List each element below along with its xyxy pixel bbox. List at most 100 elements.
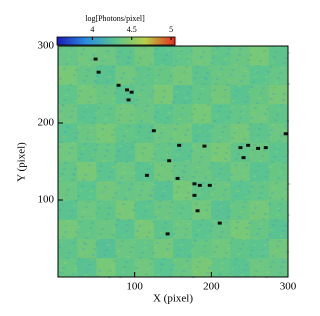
colorbar-segment xyxy=(125,37,129,45)
texture xyxy=(276,214,279,216)
texture xyxy=(67,58,70,60)
texture xyxy=(167,211,170,213)
heatmap-cell xyxy=(211,238,231,259)
texture xyxy=(136,199,139,201)
texture xyxy=(152,121,155,123)
texture xyxy=(233,163,236,165)
texture xyxy=(93,117,96,119)
texture xyxy=(212,257,215,259)
texture xyxy=(251,49,254,51)
texture xyxy=(175,91,178,93)
heatmap-cell xyxy=(173,200,193,220)
texture xyxy=(130,83,133,85)
colorbar-segment xyxy=(100,37,103,45)
texture xyxy=(232,69,235,71)
texture xyxy=(99,102,102,104)
colorbar-segment xyxy=(102,37,105,45)
masked-pixel xyxy=(263,146,268,150)
colorbar-segment xyxy=(121,37,125,45)
texture xyxy=(143,178,146,180)
texture xyxy=(111,265,114,267)
texture xyxy=(181,207,184,209)
heatmap-cell xyxy=(192,142,212,162)
texture xyxy=(153,153,156,155)
texture xyxy=(92,254,95,256)
texture xyxy=(167,80,170,82)
colorbar-segment xyxy=(112,37,115,45)
texture xyxy=(149,194,152,196)
heatmap-cell xyxy=(268,161,289,182)
texture xyxy=(174,259,177,261)
texture xyxy=(209,99,212,101)
texture xyxy=(170,269,173,271)
texture xyxy=(266,239,269,241)
texture xyxy=(183,71,186,73)
texture xyxy=(130,183,133,185)
colorbar-segment xyxy=(171,37,174,45)
texture xyxy=(116,218,119,220)
texture xyxy=(164,253,167,255)
colorbar-segment xyxy=(123,37,127,45)
texture xyxy=(284,125,287,127)
colorbar-segment xyxy=(143,37,146,45)
texture xyxy=(142,215,145,217)
masked-pixel xyxy=(151,129,156,133)
heatmap-cell xyxy=(115,238,136,259)
texture xyxy=(218,204,221,206)
texture xyxy=(108,76,111,78)
heatmap-cell xyxy=(96,219,116,239)
colorbar-segment xyxy=(161,37,164,45)
texture xyxy=(280,235,283,237)
heatmap-cell xyxy=(153,46,174,66)
texture xyxy=(250,186,253,188)
texture xyxy=(172,102,175,104)
texture xyxy=(73,205,76,207)
texture xyxy=(224,158,227,160)
masked-pixel xyxy=(116,83,121,87)
texture xyxy=(93,86,96,88)
texture xyxy=(161,164,164,166)
masked-pixel xyxy=(283,132,288,136)
texture xyxy=(228,179,231,181)
texture xyxy=(274,219,277,221)
texture xyxy=(169,175,172,177)
texture xyxy=(267,71,270,73)
heatmap-cell xyxy=(230,46,251,66)
texture xyxy=(153,184,156,186)
heatmap-cell xyxy=(115,142,136,162)
heatmap-cell xyxy=(96,257,116,278)
texture xyxy=(97,107,100,109)
texture xyxy=(215,115,218,117)
colorbar-segment xyxy=(94,37,97,45)
texture xyxy=(188,255,191,257)
texture xyxy=(117,219,120,221)
texture xyxy=(201,88,204,90)
heatmap-cell xyxy=(77,46,97,66)
texture xyxy=(138,125,141,127)
texture xyxy=(84,243,87,245)
heatmap-cell xyxy=(115,46,136,66)
texture xyxy=(145,273,148,275)
colorbar-segment xyxy=(145,37,148,45)
colorbar-segment xyxy=(82,37,85,45)
texture xyxy=(184,165,187,167)
texture xyxy=(81,216,84,218)
texture xyxy=(191,82,194,84)
texture xyxy=(91,91,94,93)
texture xyxy=(227,116,230,118)
texture xyxy=(80,253,83,255)
heatmap-cell xyxy=(173,46,193,66)
texture xyxy=(190,119,193,121)
texture xyxy=(86,69,89,71)
texture xyxy=(204,77,207,79)
texture xyxy=(278,209,281,211)
texture xyxy=(218,273,221,275)
texture xyxy=(242,175,245,177)
texture xyxy=(78,158,81,160)
texture xyxy=(242,106,245,108)
texture xyxy=(173,65,176,67)
texture xyxy=(70,47,73,49)
heatmap-cell xyxy=(115,200,136,220)
colorbar-segment xyxy=(108,37,111,45)
texture xyxy=(106,81,109,83)
